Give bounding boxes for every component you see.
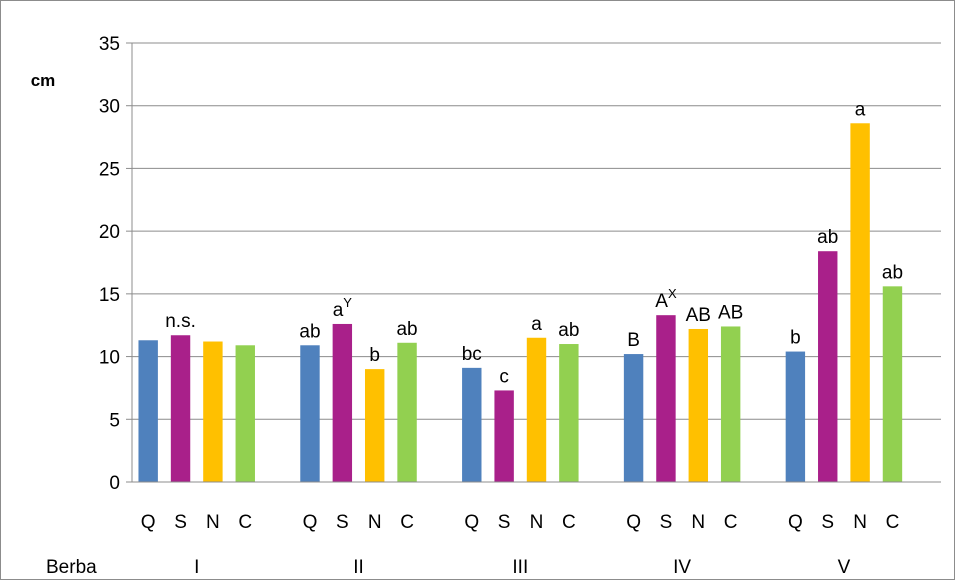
x-tick-label: C bbox=[238, 512, 252, 533]
data-label: ab bbox=[558, 320, 579, 341]
x-tick-label: Q bbox=[303, 512, 318, 533]
group-label: I bbox=[194, 557, 199, 578]
data-label: b bbox=[369, 345, 380, 366]
bar bbox=[818, 251, 838, 482]
data-label: a bbox=[855, 99, 866, 120]
x-tick-label: N bbox=[853, 512, 867, 533]
bar bbox=[397, 342, 417, 482]
bar bbox=[526, 337, 547, 482]
bar bbox=[203, 341, 223, 482]
x-tick-label: S bbox=[336, 512, 349, 533]
data-label: c bbox=[499, 366, 509, 387]
bar bbox=[332, 323, 353, 482]
x-tick-label: Q bbox=[141, 512, 156, 533]
group-axis-label: Berba bbox=[46, 557, 97, 578]
bar bbox=[138, 340, 158, 482]
data-label: ab bbox=[882, 262, 903, 283]
data-label: AX bbox=[655, 286, 677, 312]
group-label: V bbox=[838, 557, 851, 578]
x-tick-label: N bbox=[206, 512, 220, 533]
x-tick-label: C bbox=[886, 512, 900, 533]
bar bbox=[720, 326, 741, 482]
data-label: n.s. bbox=[165, 311, 196, 332]
x-tick-label: C bbox=[724, 512, 738, 533]
x-tick-label: S bbox=[660, 512, 673, 533]
bar bbox=[785, 351, 806, 482]
y-tick-label: 0 bbox=[109, 473, 120, 494]
x-tick-label: N bbox=[368, 512, 382, 533]
group-label: IV bbox=[673, 557, 691, 578]
x-tick-label: Q bbox=[464, 512, 479, 533]
data-label-superscript: Y bbox=[343, 295, 352, 310]
group-label: II bbox=[353, 557, 364, 578]
bar bbox=[364, 369, 385, 482]
x-tick-label: S bbox=[821, 512, 834, 533]
data-label-superscript: X bbox=[668, 286, 677, 301]
data-label: B bbox=[627, 330, 640, 351]
data-label: AB bbox=[686, 305, 711, 326]
x-tick-label: C bbox=[562, 512, 576, 533]
y-tick-label: 5 bbox=[109, 410, 120, 431]
bar bbox=[559, 344, 579, 482]
bar bbox=[656, 315, 676, 482]
data-label: bc bbox=[462, 344, 482, 365]
y-tick-label: 30 bbox=[99, 97, 120, 118]
y-tick-label: 15 bbox=[99, 285, 120, 306]
y-tick-label: 25 bbox=[99, 159, 120, 180]
y-axis-label: cm bbox=[31, 71, 56, 90]
x-tick-label: N bbox=[530, 512, 544, 533]
x-tick-label: C bbox=[400, 512, 414, 533]
x-tick-label: S bbox=[498, 512, 511, 533]
data-label: ab bbox=[396, 319, 417, 340]
bar bbox=[850, 123, 870, 482]
bar bbox=[688, 328, 709, 482]
bar bbox=[494, 390, 514, 482]
x-tick-label: Q bbox=[788, 512, 803, 533]
y-tick-label: 10 bbox=[99, 348, 120, 369]
x-tick-label: Q bbox=[626, 512, 641, 533]
y-tick-label: 35 bbox=[99, 34, 120, 55]
data-label: b bbox=[790, 328, 801, 349]
data-label: aY bbox=[333, 295, 353, 321]
data-label: ab bbox=[817, 227, 838, 248]
bar bbox=[462, 367, 482, 482]
bar bbox=[170, 335, 191, 482]
bar bbox=[882, 286, 903, 482]
y-tick-label: 20 bbox=[99, 222, 120, 243]
data-label: ab bbox=[299, 321, 320, 342]
bar bbox=[300, 345, 320, 482]
bar bbox=[235, 345, 255, 482]
bar bbox=[623, 354, 644, 482]
data-label: AB bbox=[718, 302, 743, 323]
x-tick-label: N bbox=[691, 512, 705, 533]
group-label: III bbox=[512, 557, 528, 578]
x-tick-label: S bbox=[174, 512, 187, 533]
data-label: a bbox=[531, 314, 542, 335]
